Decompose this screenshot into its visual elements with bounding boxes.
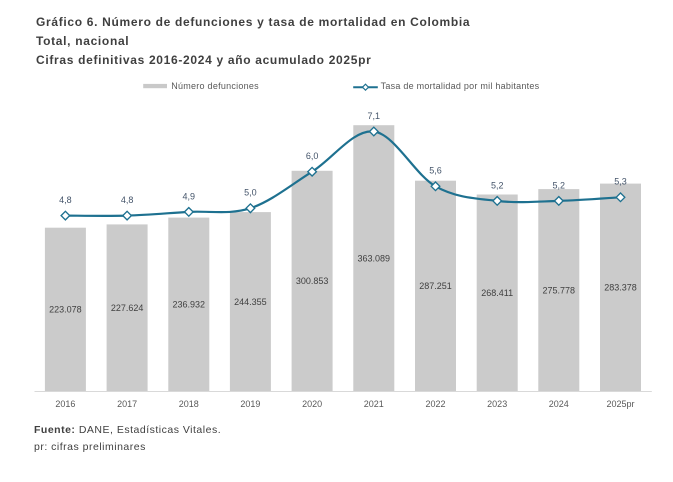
svg-text:2023: 2023 — [487, 399, 507, 409]
svg-text:Número defunciones: Número defunciones — [171, 81, 259, 91]
svg-text:Tasa de mortalidad por mil hab: Tasa de mortalidad por mil habitantes — [381, 81, 540, 91]
svg-text:2021: 2021 — [364, 399, 384, 409]
svg-text:2022: 2022 — [425, 399, 445, 409]
svg-text:275.778: 275.778 — [543, 285, 576, 295]
svg-text:4,8: 4,8 — [121, 195, 134, 205]
svg-text:5,6: 5,6 — [429, 166, 442, 176]
svg-text:2016: 2016 — [55, 399, 75, 409]
svg-text:223.078: 223.078 — [49, 305, 82, 315]
svg-text:5,2: 5,2 — [491, 180, 504, 190]
svg-text:2020: 2020 — [302, 399, 322, 409]
svg-text:5,3: 5,3 — [614, 177, 627, 187]
svg-text:244.355: 244.355 — [234, 297, 267, 307]
svg-text:2025pr: 2025pr — [606, 399, 634, 409]
svg-text:6,0: 6,0 — [306, 151, 319, 161]
svg-text:268.411: 268.411 — [481, 288, 513, 298]
svg-text:2019: 2019 — [240, 399, 260, 409]
svg-text:4,8: 4,8 — [59, 195, 72, 205]
svg-text:7,1: 7,1 — [368, 111, 381, 121]
svg-text:236.932: 236.932 — [173, 300, 206, 310]
svg-text:287.251: 287.251 — [419, 281, 452, 291]
svg-text:300.853: 300.853 — [296, 276, 329, 286]
svg-text:363.089: 363.089 — [358, 253, 391, 263]
svg-text:4,9: 4,9 — [183, 191, 196, 201]
svg-text:2017: 2017 — [117, 399, 137, 409]
svg-text:227.624: 227.624 — [111, 303, 144, 313]
svg-text:5,2: 5,2 — [553, 180, 566, 190]
svg-text:5,0: 5,0 — [244, 188, 257, 198]
svg-text:283.378: 283.378 — [604, 283, 637, 293]
svg-text:2018: 2018 — [179, 399, 199, 409]
svg-text:2024: 2024 — [549, 399, 569, 409]
